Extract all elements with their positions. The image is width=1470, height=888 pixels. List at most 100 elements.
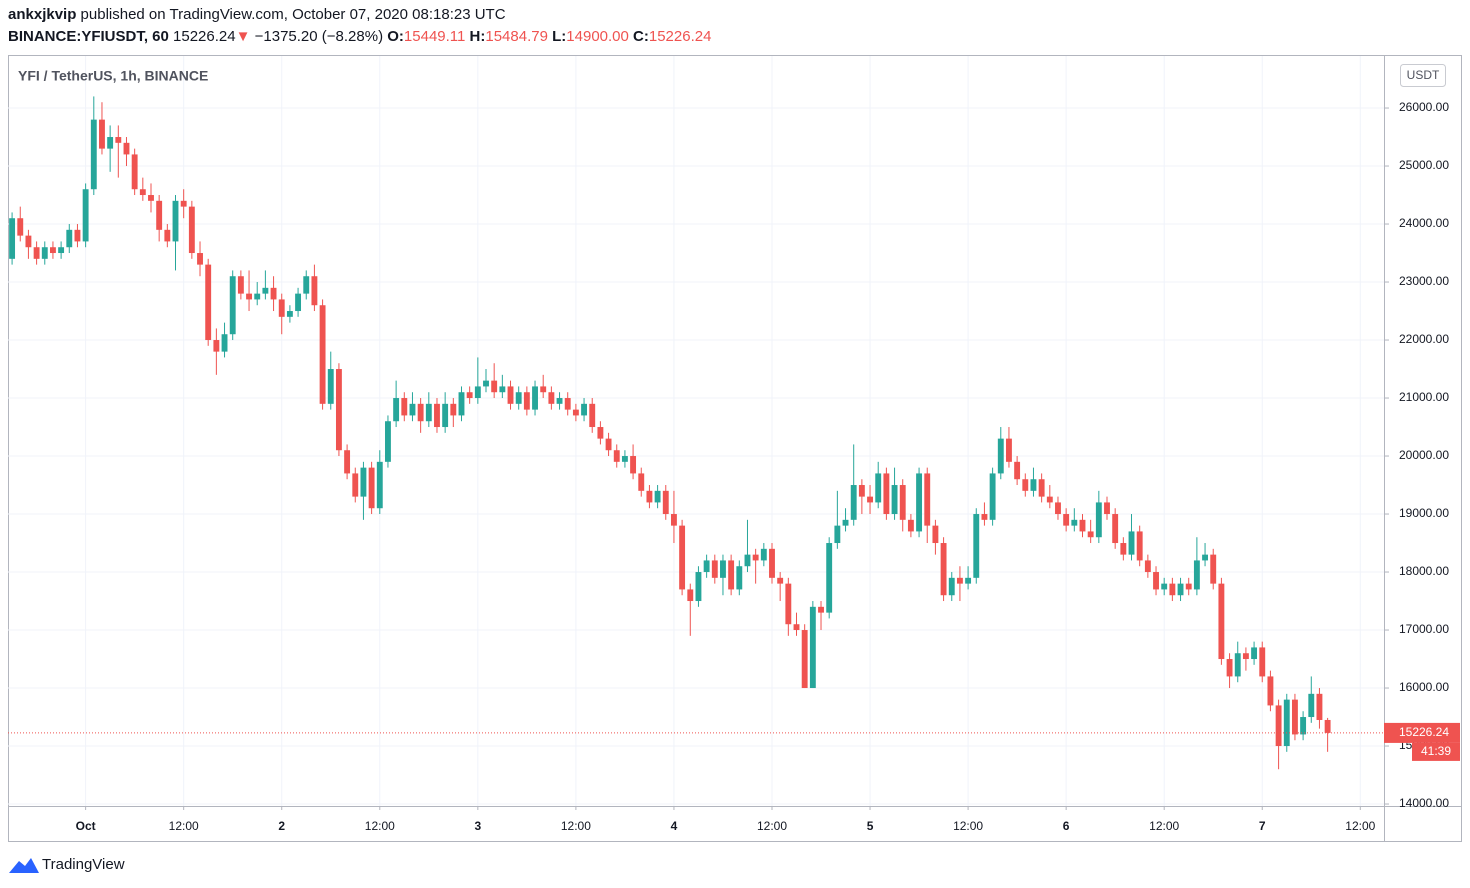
candle-body (148, 195, 154, 201)
candle-body (385, 421, 391, 462)
candle-body (1291, 699, 1298, 735)
candle-body (131, 154, 138, 190)
symbol-line: BINANCE:YFIUSDT, 60 15226.24▼ −1375.20 (… (8, 28, 711, 45)
candle-body (434, 403, 440, 428)
candle-body (736, 566, 743, 590)
candle-body (139, 189, 146, 196)
candle-body (237, 276, 244, 294)
candle-body (842, 519, 849, 526)
candle-body (899, 485, 906, 520)
candle-body (679, 525, 686, 590)
candle-body (826, 543, 833, 613)
published: published on TradingView.com, October 07… (80, 6, 506, 23)
candle-body (90, 119, 97, 190)
c-label: C: (633, 28, 649, 45)
candle-body (858, 485, 865, 497)
candle-body (965, 577, 972, 584)
candle-body (417, 403, 424, 422)
candle-body (221, 334, 228, 352)
candle-body (834, 525, 841, 544)
y-tick-label: 20000.00 (1399, 448, 1449, 462)
x-tick-label: 12:00 (1149, 819, 1179, 833)
candle-body (1193, 560, 1200, 590)
candle-body (74, 229, 81, 242)
candle-body (335, 369, 342, 451)
axes: 14000.0015000.0016000.0017000.0018000.00… (8, 100, 1460, 833)
candle-body (875, 473, 882, 503)
candle-body (744, 554, 751, 567)
candle-body (442, 403, 449, 428)
candle-body (1324, 719, 1331, 733)
candle-body (352, 473, 359, 497)
candle-body (9, 218, 16, 259)
author[interactable]: ankxjkvip (8, 6, 77, 23)
candle-body (368, 467, 375, 509)
candle-body (638, 473, 645, 491)
candle-body (720, 560, 726, 578)
candle-body (1251, 647, 1258, 660)
frame (8, 55, 1462, 842)
h-label: H: (469, 28, 486, 45)
candle-body (924, 473, 931, 526)
logo-icon (9, 858, 39, 873)
o-label: O: (387, 28, 404, 45)
candle-body (907, 519, 914, 532)
candle-body (450, 403, 457, 416)
candle-body (589, 403, 596, 428)
candle-body (115, 137, 122, 143)
candle-body (319, 305, 326, 404)
candle-body (1234, 653, 1241, 677)
candle-body (1006, 438, 1012, 462)
candle-body (58, 247, 65, 254)
candle-body (1022, 479, 1029, 491)
candle-body (1071, 519, 1078, 526)
candle-body (997, 438, 1004, 474)
candle-body (393, 398, 400, 422)
last: 15226.24 (173, 28, 236, 45)
candle-body (66, 229, 73, 248)
candle-body (197, 253, 203, 265)
candle-body (1218, 583, 1225, 660)
y-tick-label: 19000.00 (1399, 506, 1449, 520)
x-tick-label: 3 (474, 819, 481, 833)
y-tick-label: 23000.00 (1399, 274, 1449, 288)
candle-body (360, 467, 367, 497)
candle-body (286, 311, 293, 317)
candle-body (311, 276, 318, 306)
y-tick-label: 22000.00 (1399, 332, 1449, 346)
candle-body (401, 398, 408, 416)
x-tick-label: 12:00 (1345, 819, 1375, 833)
candle-body (581, 403, 587, 416)
candle-body (1046, 496, 1053, 503)
l-value: 14900.00 (566, 28, 629, 45)
candle-body (295, 293, 302, 312)
candle-body (793, 624, 800, 631)
candle-body (1242, 653, 1249, 660)
candle-body (33, 247, 40, 259)
candle-body (254, 293, 261, 300)
candle-body (1161, 583, 1168, 590)
candle-body (246, 293, 252, 300)
y-tick-label: 26000.00 (1399, 100, 1449, 114)
l-label: L: (552, 28, 567, 45)
candle-body (172, 200, 179, 242)
candle-body (1177, 583, 1184, 596)
candle-body (41, 247, 48, 259)
grid (8, 56, 1384, 806)
brand[interactable]: TradingView (42, 856, 125, 873)
candle-body (981, 514, 988, 520)
candle-body (867, 496, 873, 503)
candle-body (270, 287, 277, 300)
candle-body (556, 398, 563, 404)
candle-body (1210, 554, 1217, 584)
candle-body (1275, 705, 1282, 747)
candle-body (1063, 514, 1070, 526)
countdown: 41:39 (1421, 744, 1451, 758)
candle-body (1316, 693, 1323, 720)
candle-body (474, 386, 481, 399)
price-badge (1384, 722, 1460, 743)
candle-body (850, 485, 857, 520)
currency-badge[interactable] (1400, 64, 1446, 87)
y-tick-label: 17000.00 (1399, 622, 1449, 636)
